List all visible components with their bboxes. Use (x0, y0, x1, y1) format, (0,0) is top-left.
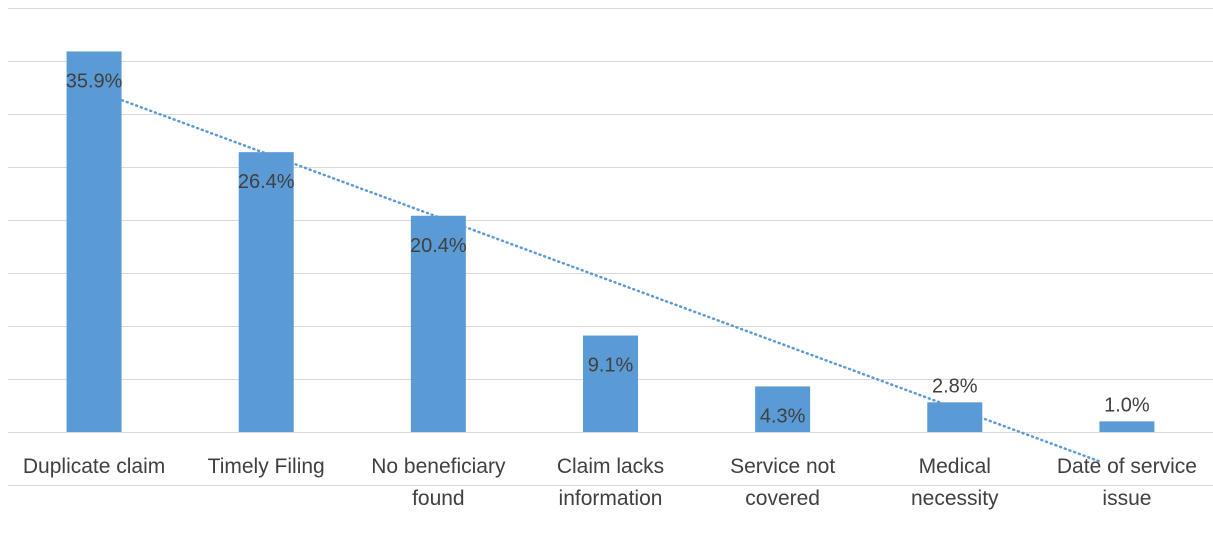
data-label: 9.1% (588, 355, 634, 377)
bar (66, 51, 122, 433)
trendline-group (120, 99, 1101, 463)
data-label: 35.9% (66, 70, 123, 92)
bar (927, 402, 983, 432)
category-label: No beneficiary (371, 455, 506, 478)
bars (66, 51, 1155, 433)
bar (583, 335, 638, 432)
category-label: issue (1102, 487, 1151, 510)
bar (238, 152, 294, 432)
data-label: 2.8% (932, 375, 978, 397)
gridlines (8, 8, 1213, 486)
category-label: Duplicate claim (23, 455, 165, 478)
category-label: information (559, 487, 663, 510)
data-label: 20.4% (410, 235, 467, 257)
category-label: Timely Filing (208, 455, 325, 478)
category-label: Service not (730, 455, 835, 478)
data-label: 1.0% (1104, 394, 1150, 416)
bar (1099, 421, 1155, 432)
category-axis-labels: Duplicate claim Timely Filing No beneficia… (23, 455, 1197, 510)
bar (755, 386, 811, 432)
category-label: found (412, 487, 465, 510)
category-label: necessity (911, 487, 999, 510)
data-label: 26.4% (238, 171, 295, 193)
category-label: Medical (919, 455, 991, 478)
category-label: covered (745, 487, 820, 510)
category-label: Date of service (1057, 455, 1197, 478)
data-label: 4.3% (760, 405, 806, 427)
category-label: Claim lacks (557, 455, 664, 478)
bar (410, 215, 466, 432)
trendline (120, 99, 1101, 463)
data-labels: 35.9% 26.4% 20.4% 9.1% 4.3% 2.8% 1.0% (66, 70, 1150, 427)
